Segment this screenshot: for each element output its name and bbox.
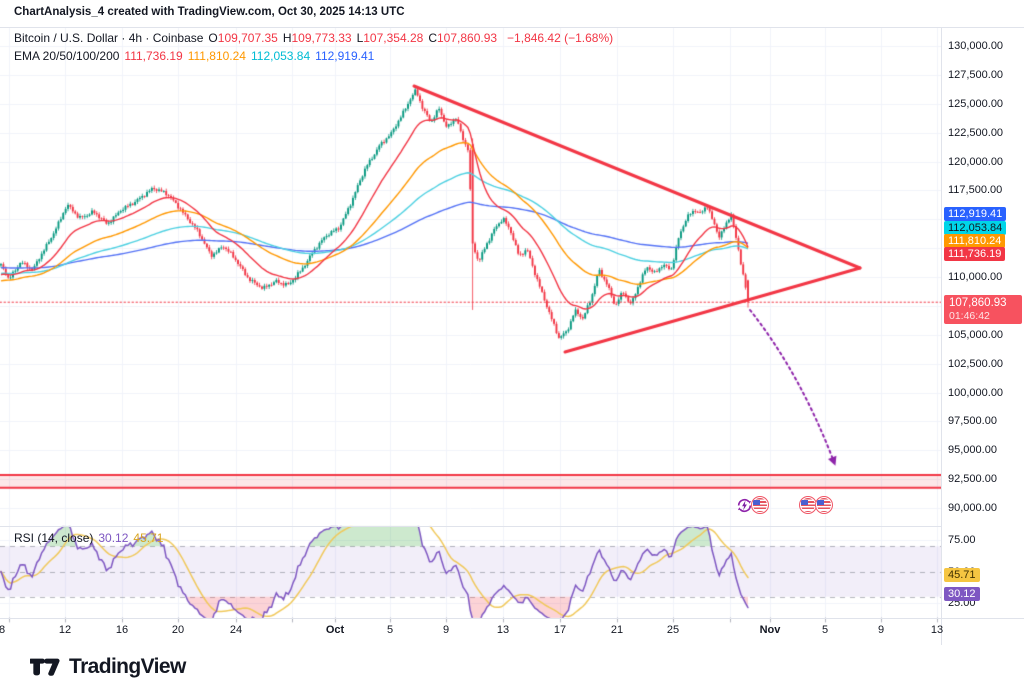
price-axis-border [941,28,942,645]
price-axis-label: 100,000.00 [948,386,1004,399]
ema-values-group: 111,736.19 111,810.24 112,053.84 112,919.41 [124,49,379,63]
rsi-value: 30.12 [98,531,129,545]
time-axis-divider [0,618,1024,619]
chart-top-border [0,27,1024,28]
close-price-badge: 107,860.93 01:46:42 [944,295,1022,324]
ema-value: 111,736.19 [124,49,183,63]
rsi-value-badge: 30.12 [944,587,980,601]
price-axis-label: 105,000.00 [948,328,1004,341]
us-economic-event-icon[interactable] [799,496,817,514]
price-axis-label: 117,500.00 [948,184,1003,197]
time-axis-label: 5 [386,624,394,636]
ohlc-value: 107,354.28 [363,31,424,45]
time-axis-label: 9 [877,624,885,636]
price-axis-label: 130,000.00 [948,40,1004,52]
rsi-value: 45.71 [133,531,164,545]
rsi-title[interactable]: RSI (14, close) [14,531,94,545]
rsi-axis-label: 75.00 [948,534,976,546]
time-axis-label: 16 [115,624,129,636]
ohlc-group: O109,707.35 H109,773.33 L107,354.28 C107,86… [208,31,502,45]
ohlc-value: 109,773.33 [291,31,352,45]
time-axis-label: 24 [229,624,243,636]
rsi-pane-divider[interactable] [0,526,941,527]
price-axis-label: 97,500.00 [948,415,997,428]
ema-price-badge: 111,810.24 [944,234,1006,248]
time-axis-label: 13 [496,624,510,636]
time-axis-label: Oct [325,624,345,636]
ohlc-value: 107,860.93 [436,31,498,45]
ema-value: 111,810.24 [187,49,246,63]
ema-price-badge: 112,919.41 [944,207,1007,221]
ema-value: 112,919.41 [315,49,375,63]
rsi-values-group: 30.12 45.71 [98,531,168,545]
crypto-event-icon[interactable] [735,496,754,515]
time-axis-label: Nov [759,624,781,636]
ohlc-key: L [356,31,364,45]
time-axis-label: 12 [58,624,72,636]
time-axis-label: 8 [0,624,6,636]
ohlc-key: O [208,31,218,45]
price-chart-canvas[interactable] [0,28,941,645]
ema-price-badge: 111,736.19 [944,247,1006,261]
ema-title[interactable]: EMA 20/50/100/200 [14,49,120,63]
close-badge-time: 01:46:42 [949,310,990,322]
us-economic-event-icon[interactable] [815,496,833,514]
ohlc-key: C [428,31,437,45]
tradingview-logo[interactable]: TradingView [30,655,186,679]
chart-header-title: ChartAnalysis_4 created with TradingView… [14,6,405,18]
price-axis-label: 127,500.00 [948,68,1004,81]
close-badge-price: 107,860.93 [949,297,1007,309]
change-value: −1,846.42 (−1.68%) [507,31,614,45]
ema-value: 112,053.84 [250,49,311,63]
time-axis-label: 13 [930,624,944,636]
time-axis-label: 25 [666,624,680,636]
time-axis-label: 21 [610,624,624,636]
price-axis-label: 90,000.00 [948,502,997,514]
rsi-legend-row: RSI (14, close) 30.12 45.71 [14,531,173,545]
price-axis-label: 122,500.00 [948,126,1004,139]
symbol-title[interactable]: Bitcoin / U.S. Dollar · 4h · Coinbase [14,31,204,45]
price-axis-label: 110,000.00 [948,271,1003,283]
time-axis-label: 20 [171,624,185,636]
ema-price-badge: 112,053.84 [944,221,1007,235]
price-axis-label: 102,500.00 [948,357,1004,370]
price-axis[interactable]: 130,000.00 127,500.00 125,000.00 122,500.00… [941,28,1024,618]
time-axis-label: 17 [553,624,567,636]
ohlc-key: H [282,31,292,45]
price-axis-label: 120,000.00 [948,155,1004,168]
price-axis-label: 125,000.00 [948,97,1004,110]
time-axis-label: 5 [821,624,829,636]
ohlc-value: 109,707.35 [217,31,278,45]
us-economic-event-icon[interactable] [751,496,769,514]
time-axis-label: 9 [442,624,450,636]
tradingview-logo-text: TradingView [69,655,186,678]
tradingview-logo-icon [30,658,60,676]
symbol-legend-row: Bitcoin / U.S. Dollar · 4h · Coinbase O10… [14,31,618,45]
price-axis-label: 95,000.00 [948,444,997,457]
price-axis-label: 92,500.00 [948,473,997,486]
rsi-value-badge: 45.71 [944,568,980,582]
ema-legend-row: EMA 20/50/100/200 111,736.19 111,810.24 112… [14,49,384,63]
time-axis[interactable]: 8 12 16 20 24 Oct 5 9 13 17 21 25 Nov 5 9 13 [0,618,944,645]
